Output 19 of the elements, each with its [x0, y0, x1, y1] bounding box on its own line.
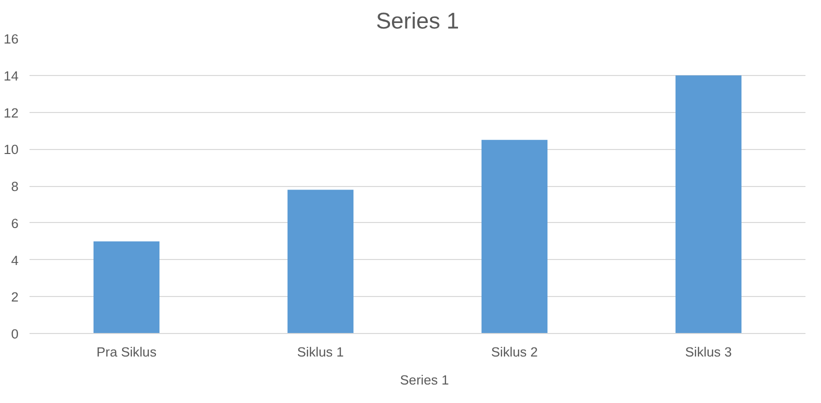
x-tick-label: Siklus 1	[297, 344, 344, 360]
text: Series 1	[400, 372, 449, 388]
x-tick-label: Pra Siklus	[96, 344, 157, 360]
y-tick-label: 16	[4, 32, 19, 46]
y-tick-label: 12	[4, 105, 19, 120]
y-tick-label: 14	[4, 68, 20, 84]
chart-title: Series 1	[376, 8, 460, 34]
bar	[288, 190, 354, 334]
y-tick-label: 4	[11, 252, 20, 268]
y-tick-label: 2	[11, 290, 19, 305]
x-tick-label: Siklus 3	[685, 344, 732, 360]
y-tick-label: 0	[11, 326, 19, 342]
x-tick-label: Siklus 2	[491, 344, 538, 360]
y-tick-label: 6	[11, 216, 19, 231]
bar	[676, 75, 742, 334]
bar	[482, 140, 548, 334]
y-tick-label: 10	[4, 142, 19, 158]
bar	[94, 241, 160, 334]
y-tick-label: 8	[11, 179, 19, 194]
